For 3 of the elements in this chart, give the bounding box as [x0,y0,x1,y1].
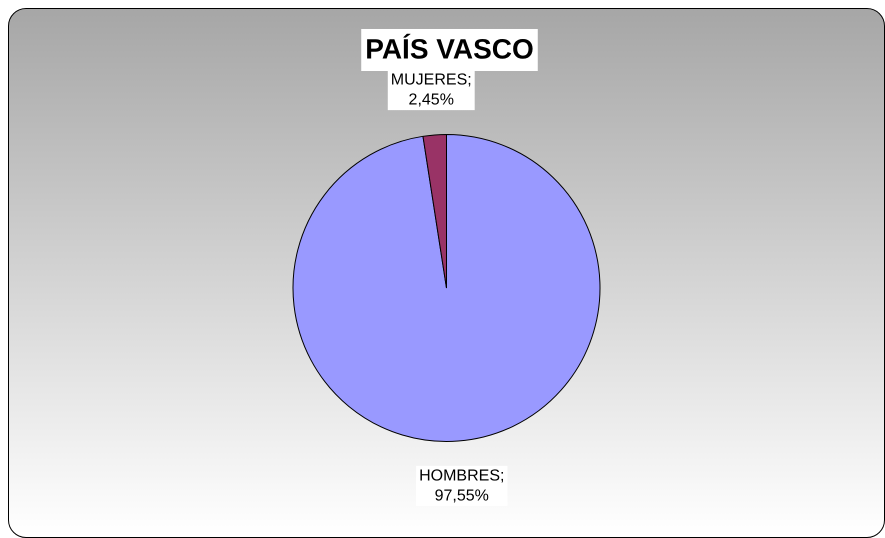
chart-title: PAÍS VASCO [365,34,534,65]
slice-label: MUJERES; 2,45% [390,71,472,108]
slice-label: HOMBRES; 97,55% [419,467,504,504]
